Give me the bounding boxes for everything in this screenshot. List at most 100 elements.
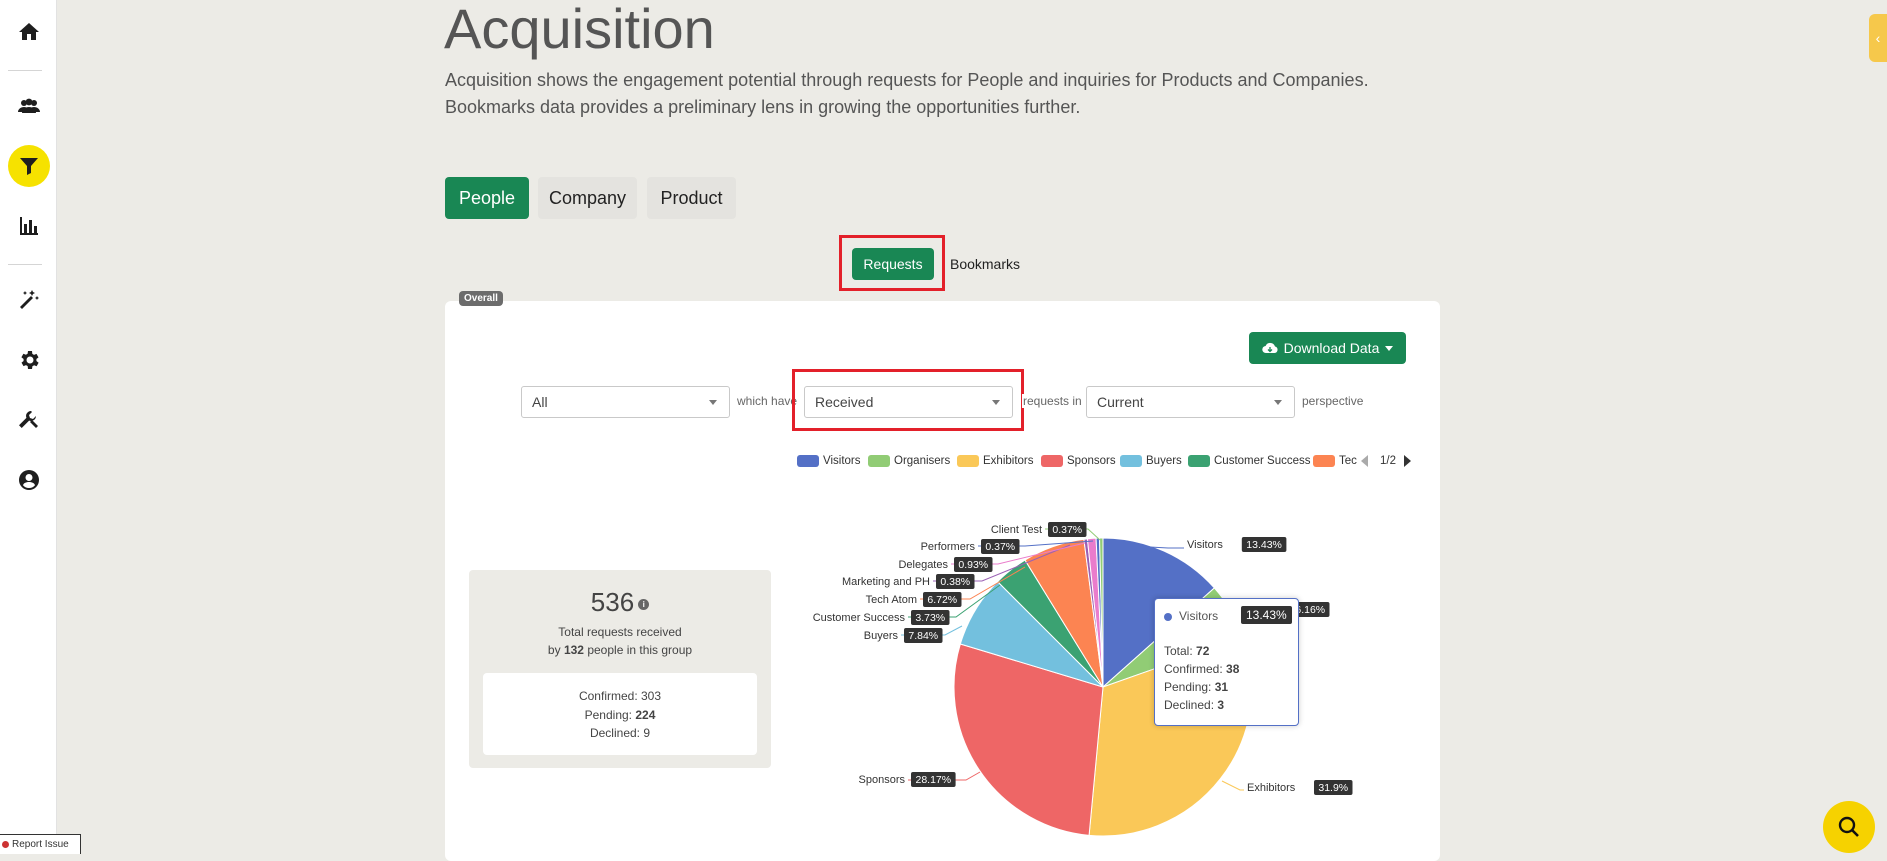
tooltip-total-value: 72 [1196,644,1210,658]
label-leader-line [1114,544,1184,549]
tooltip-declined-label: Declined: [1164,698,1215,712]
group-select[interactable]: All [521,386,730,418]
description-line: Acquisition shows the engagement potenti… [445,70,1369,90]
gear-icon[interactable] [8,339,50,381]
slice-label: Marketing and PH [842,576,930,588]
people-group-icon[interactable] [8,85,50,127]
slice-pct-label: 28.17% [915,774,951,786]
legend-swatch [1120,455,1142,467]
tooltip-confirmed-value: 38 [1226,662,1240,676]
legend-swatch [957,455,979,467]
slice-pct-label: 13.43% [1246,539,1282,551]
legend-item[interactable]: Visitors [797,455,861,467]
info-icon[interactable]: i [638,598,650,610]
bar-chart-icon[interactable] [8,205,50,247]
legend-label: Exhibitors [983,455,1034,467]
legend-item[interactable]: Organisers [868,455,950,467]
legend-label: Buyers [1146,455,1182,467]
direction-select-value: Received [815,394,874,410]
legend-prev-icon[interactable] [1361,455,1368,467]
label-leader-line [1221,780,1244,791]
search-button[interactable] [1823,801,1875,853]
tooltip-confirmed: Confirmed: 38 [1164,662,1239,676]
tab-company[interactable]: Company [538,177,637,219]
legend-item[interactable]: Tec [1313,455,1357,467]
overall-badge: Overall [459,291,503,306]
pct-label-bg [981,539,1020,554]
pie-slice[interactable] [1099,537,1104,688]
bug-icon [2,841,9,848]
report-issue-label: Report Issue [12,839,69,850]
slice-pct-label: 0.93% [958,559,988,571]
pct-label-bg [904,628,943,643]
slice-pct-label: 7.84% [908,630,938,642]
tab-requests[interactable]: Requests [852,248,934,280]
chevron-down-icon [992,400,1000,405]
slice-label: Customer Success [813,612,906,624]
home-icon[interactable] [8,11,50,53]
slice-label: Sponsors [859,774,906,786]
pct-label-bg [911,610,950,625]
legend-label: Sponsors [1067,455,1116,467]
tooltip-declined: Declined: 3 [1164,698,1224,712]
pct-label-bg [1048,522,1087,537]
user-account-icon[interactable] [8,459,50,501]
slice-label: Delegates [898,559,948,571]
chart-tooltip: Visitors 13.43% Total: 72 Confirmed: 38 … [1154,598,1299,726]
slice-pct-label: 3.73% [915,612,945,624]
sidebar-divider [8,70,42,71]
tab-product[interactable]: Product [647,177,736,219]
slice-label: Client Test [991,524,1042,536]
perspective-select[interactable]: Current [1086,386,1295,418]
slice-label: Performers [921,541,976,553]
tooltip-percentage: 13.43% [1241,606,1292,624]
pct-label-bg [1314,780,1353,795]
legend-item[interactable]: Exhibitors [957,455,1034,467]
slice-pct-label: 6.16% [1295,604,1325,616]
legend-swatch [1313,455,1335,467]
tab-people[interactable]: People [445,177,529,219]
legend-item[interactable]: Sponsors [1041,455,1116,467]
tooltip-confirmed-label: Confirmed: [1164,662,1223,676]
pie-slice[interactable] [953,643,1104,836]
legend-item[interactable]: Customer Success [1188,455,1311,467]
legend-swatch [1041,455,1063,467]
tooltip-pending-value: 31 [1214,680,1229,694]
side-panel-toggle[interactable]: ‹ [1869,14,1887,62]
chevron-down-icon [709,400,717,405]
slice-label: Buyers [864,630,899,642]
caret-down-icon [1385,345,1394,351]
legend-item[interactable]: Buyers [1120,455,1182,467]
pending-label: Pending: [584,707,632,722]
perspective-select-value: Current [1097,394,1144,410]
people-count: 132 [563,643,584,657]
legend-page: 1/2 [1380,455,1396,467]
tooltip-pending: Pending: 31 [1164,680,1228,694]
tooltip-series-name: Visitors [1179,609,1219,623]
slice-pct-label: 31.9% [1318,782,1348,794]
highlight-box [839,235,945,291]
cloud-download-icon [1261,342,1278,354]
legend-label: Tec [1339,455,1357,467]
slice-pct-label: 6.72% [927,594,957,606]
funnel-icon[interactable] [8,145,50,187]
report-issue-button[interactable]: Report Issue [0,834,81,854]
pct-label-bg [1291,602,1330,617]
perspective-text: perspective [1302,394,1364,408]
pct-label-bg [911,772,956,787]
chevron-left-icon: ‹ [1875,30,1881,46]
tab-bookmarks[interactable]: Bookmarks [941,248,1029,280]
download-data-button[interactable]: Download Data [1249,332,1406,364]
tools-icon[interactable] [8,399,50,441]
download-data-label: Download Data [1283,340,1380,356]
pct-label-bg [936,574,975,589]
legend-swatch [797,455,819,467]
by-text: by [547,643,561,657]
direction-select[interactable]: Received [804,386,1013,418]
total-requests-label: Total requests received [558,625,682,639]
legend-next-icon[interactable] [1404,455,1411,467]
magic-wand-icon[interactable] [8,279,50,321]
group-select-value: All [532,394,548,410]
total-requests-value: 536 [590,587,635,617]
